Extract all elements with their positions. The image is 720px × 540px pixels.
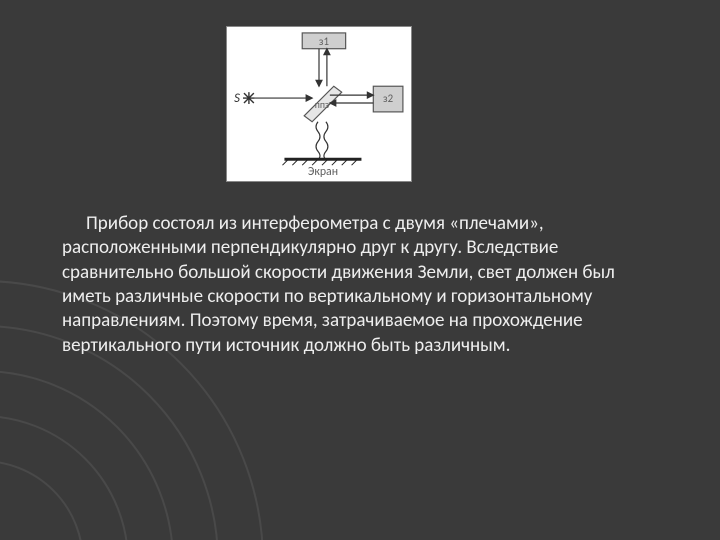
body-paragraph: Прибор состоял из интерферометра с двумя…: [62, 212, 662, 358]
source-star-icon: [243, 92, 255, 104]
source-label: S: [234, 91, 240, 106]
mirror-right-label: з2: [383, 92, 394, 105]
slide: з1 з2 ппз S: [0, 0, 720, 540]
mirror-top-label: з1: [319, 35, 330, 48]
interferometer-figure: з1 з2 ппз S: [226, 26, 412, 182]
screen-label: Экран: [308, 165, 338, 179]
splitter-label: ппз: [315, 99, 329, 111]
